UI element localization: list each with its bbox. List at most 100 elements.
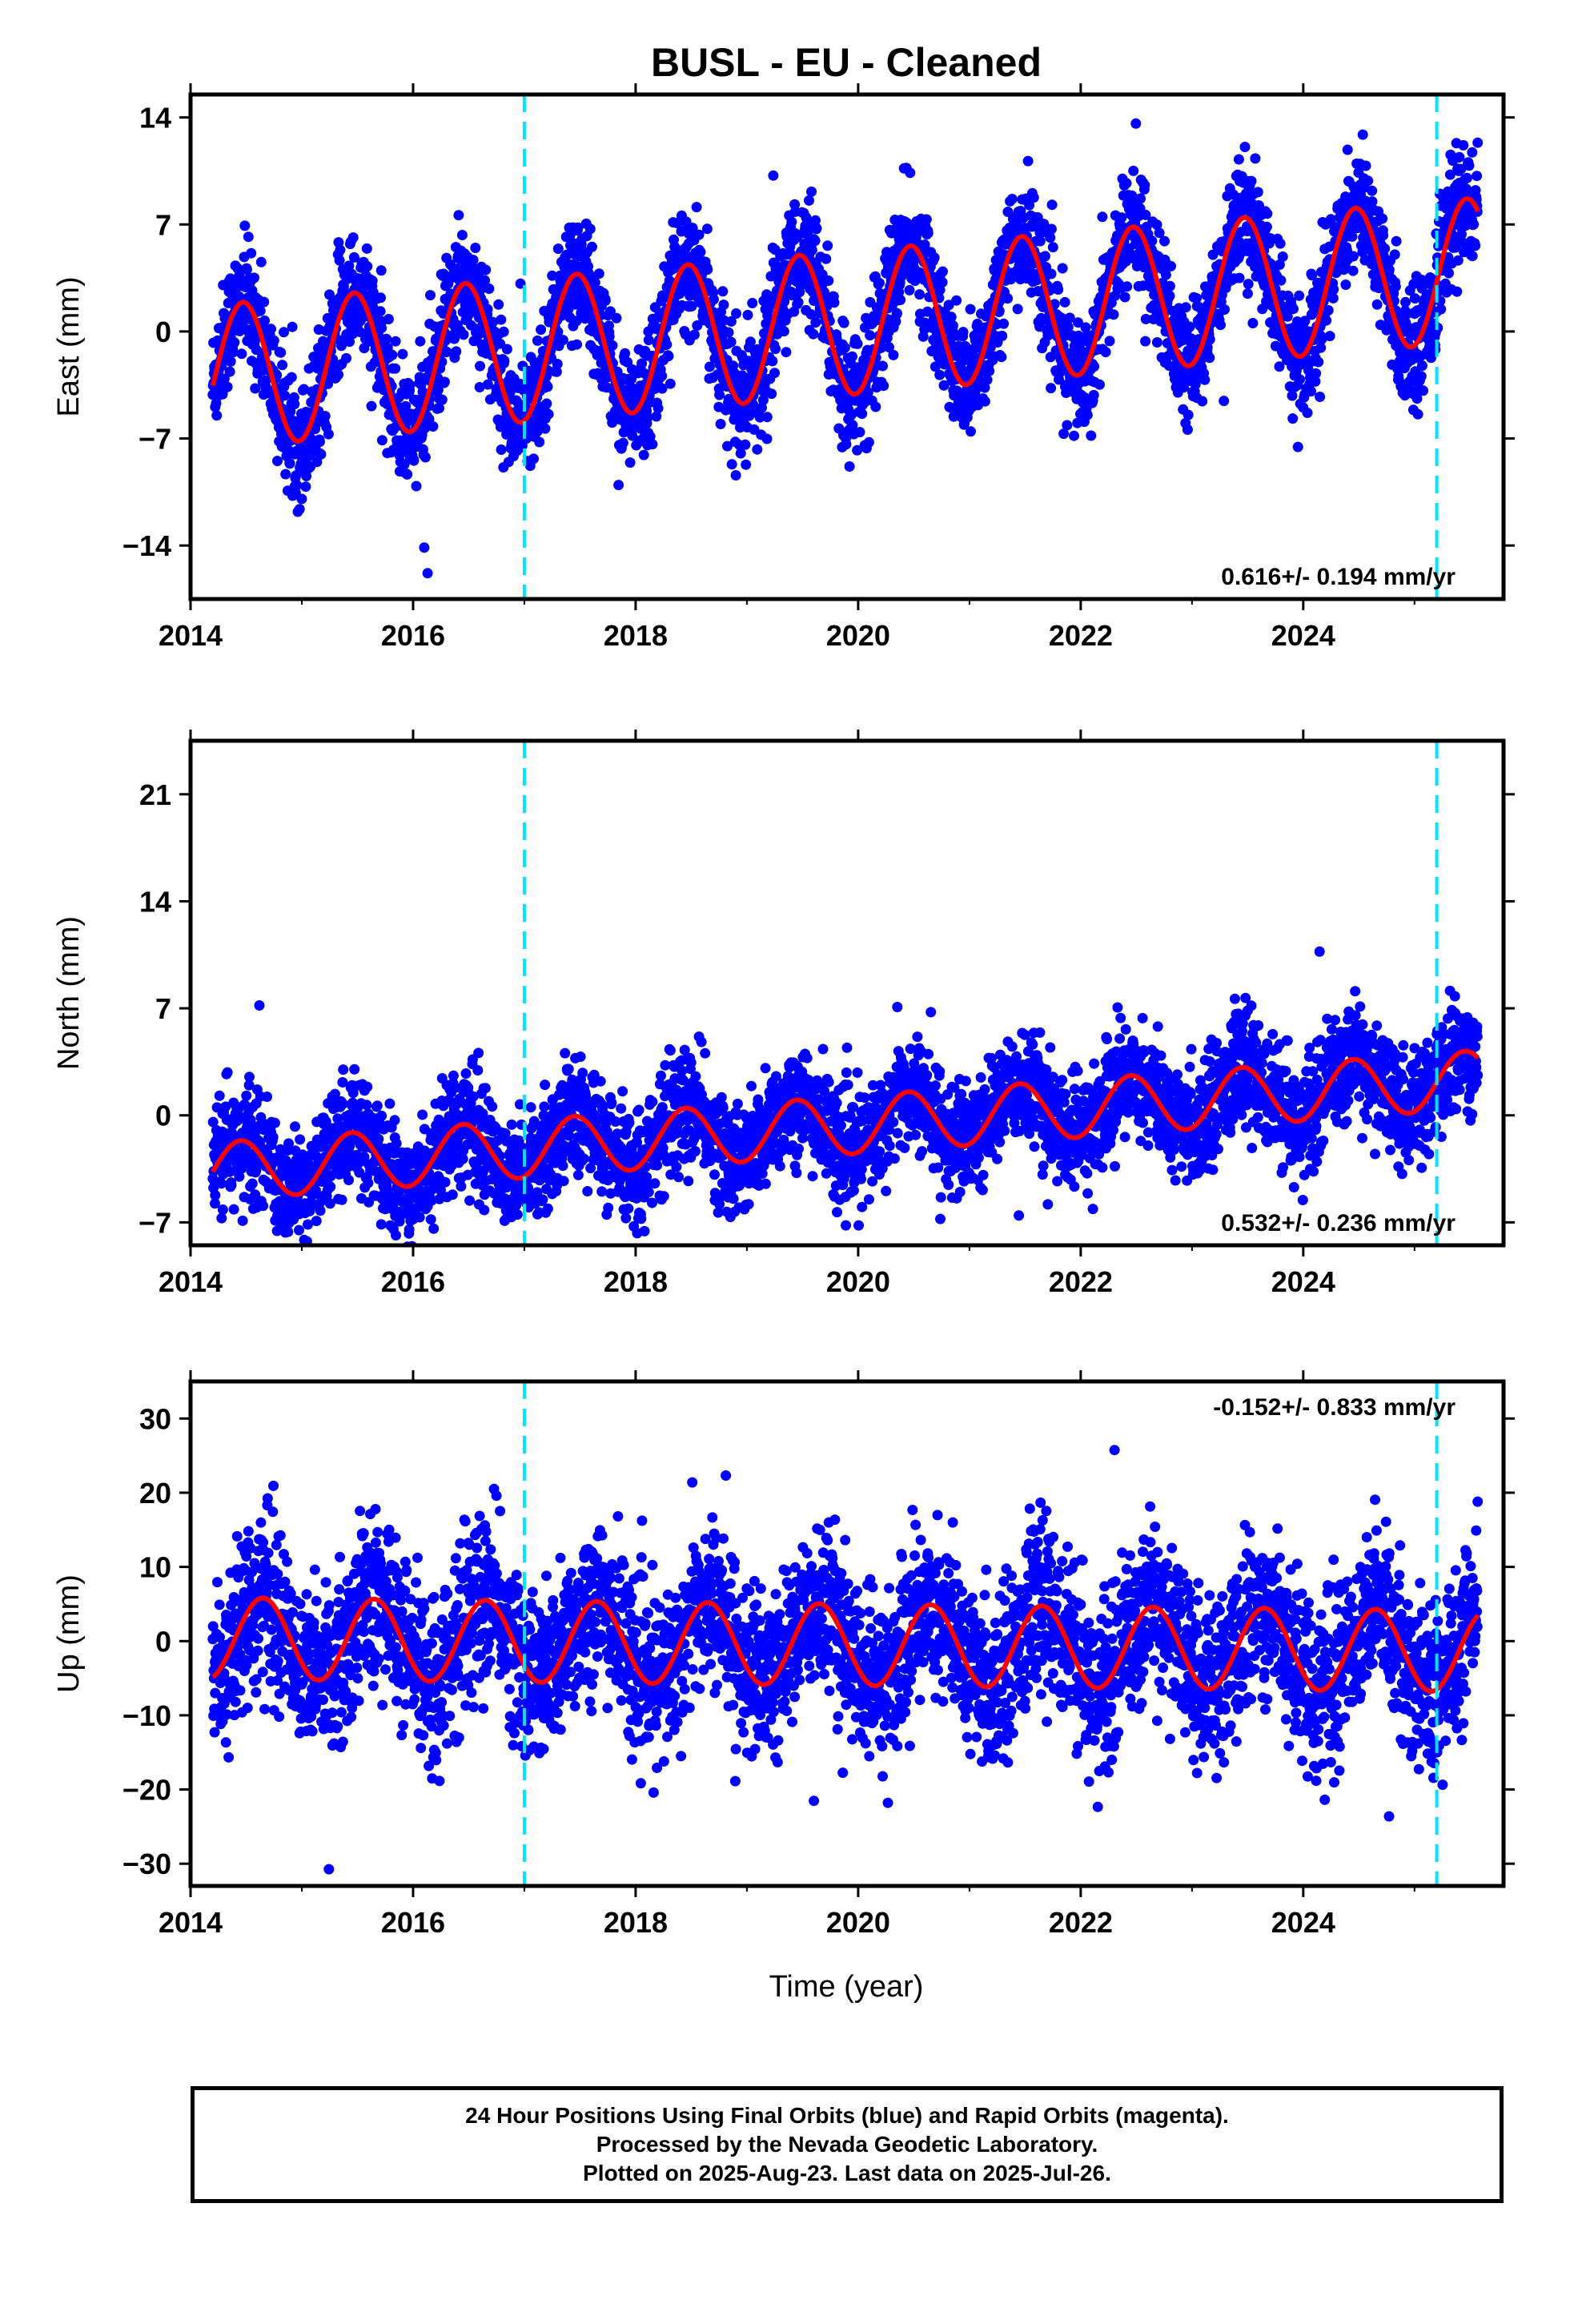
data-point (611, 312, 622, 324)
data-point (210, 1198, 220, 1209)
data-point (873, 277, 885, 288)
data-point (320, 1116, 331, 1127)
data-point (236, 348, 247, 360)
data-point (725, 316, 737, 327)
data-point (937, 277, 948, 287)
data-point (284, 1194, 295, 1205)
data-point (291, 480, 303, 491)
data-point (227, 347, 239, 358)
data-point (1412, 408, 1423, 420)
data-point (1452, 286, 1463, 297)
data-point (1182, 409, 1194, 420)
data-point (839, 342, 850, 353)
data-point (294, 504, 305, 515)
data-point (246, 247, 257, 259)
data-point (919, 239, 930, 250)
data-point (402, 468, 413, 480)
data-point (269, 1117, 280, 1128)
data-point (641, 405, 652, 416)
data-point (1022, 155, 1034, 167)
data-point (1204, 334, 1215, 345)
data-point (1239, 142, 1251, 152)
data-point (280, 468, 291, 480)
data-point (363, 1177, 374, 1188)
data-point (314, 436, 325, 448)
data-point (551, 366, 562, 377)
data-point (1207, 249, 1219, 260)
data-point (878, 380, 889, 392)
data-point (938, 380, 950, 391)
data-point (966, 426, 976, 437)
data-point (669, 241, 681, 252)
data-point (877, 360, 888, 372)
data-point (310, 1184, 321, 1196)
data-point (979, 382, 990, 393)
data-point (643, 335, 654, 346)
data-point (383, 314, 394, 324)
data-point (781, 347, 792, 358)
data-point (381, 333, 392, 344)
data-point (1119, 292, 1130, 303)
data-point (1418, 385, 1429, 396)
data-point (391, 1230, 401, 1240)
data-point (1324, 331, 1335, 342)
data-point (389, 1115, 400, 1126)
data-point (329, 1088, 340, 1100)
data-point (1121, 178, 1132, 189)
data-point (1391, 235, 1402, 247)
data-point (428, 421, 439, 432)
data-point (425, 290, 436, 301)
data-point (474, 382, 485, 392)
data-point (359, 1152, 370, 1163)
data-point (294, 1224, 304, 1236)
data-point (1347, 231, 1358, 242)
data-point (404, 380, 416, 391)
data-point (604, 331, 615, 342)
data-point (810, 215, 821, 226)
data-point (691, 202, 702, 213)
data-point (1357, 129, 1368, 140)
data-point (1315, 392, 1326, 402)
data-point (1139, 179, 1150, 191)
data-point (376, 1110, 387, 1121)
data-point (1367, 185, 1378, 196)
data-point (715, 419, 726, 429)
data-point (338, 1064, 349, 1076)
data-point (1146, 235, 1158, 247)
data-point (661, 339, 673, 350)
data-point (1275, 275, 1287, 286)
data-point (1472, 171, 1483, 182)
data-point (499, 355, 510, 366)
data-point (1261, 221, 1272, 232)
data-point (268, 335, 279, 346)
data-point (965, 304, 976, 315)
data-point (1390, 281, 1401, 292)
data-point (701, 223, 713, 235)
data-point (838, 317, 849, 328)
data-point (404, 1224, 415, 1235)
data-point (262, 1092, 272, 1102)
data-point (325, 1171, 336, 1182)
data-point (593, 268, 604, 279)
data-point (656, 371, 668, 381)
data-point (435, 1184, 446, 1196)
data-point (219, 373, 230, 384)
data-point (607, 340, 618, 351)
x-tick-label: 2016 (381, 619, 445, 652)
data-point (425, 1214, 436, 1225)
data-point (1468, 219, 1480, 230)
data-point (1180, 302, 1191, 313)
data-point (651, 411, 662, 422)
data-point (1116, 212, 1127, 223)
data-point (245, 1114, 256, 1125)
data-point (1435, 304, 1447, 315)
data-point (841, 439, 852, 450)
x-tick-label: 2022 (1049, 619, 1113, 652)
data-point (847, 420, 858, 431)
data-point (1288, 304, 1299, 315)
data-point (905, 167, 916, 179)
data-point (857, 408, 868, 420)
data-point (626, 373, 637, 384)
data-point (547, 270, 558, 281)
data-point (1178, 382, 1189, 393)
